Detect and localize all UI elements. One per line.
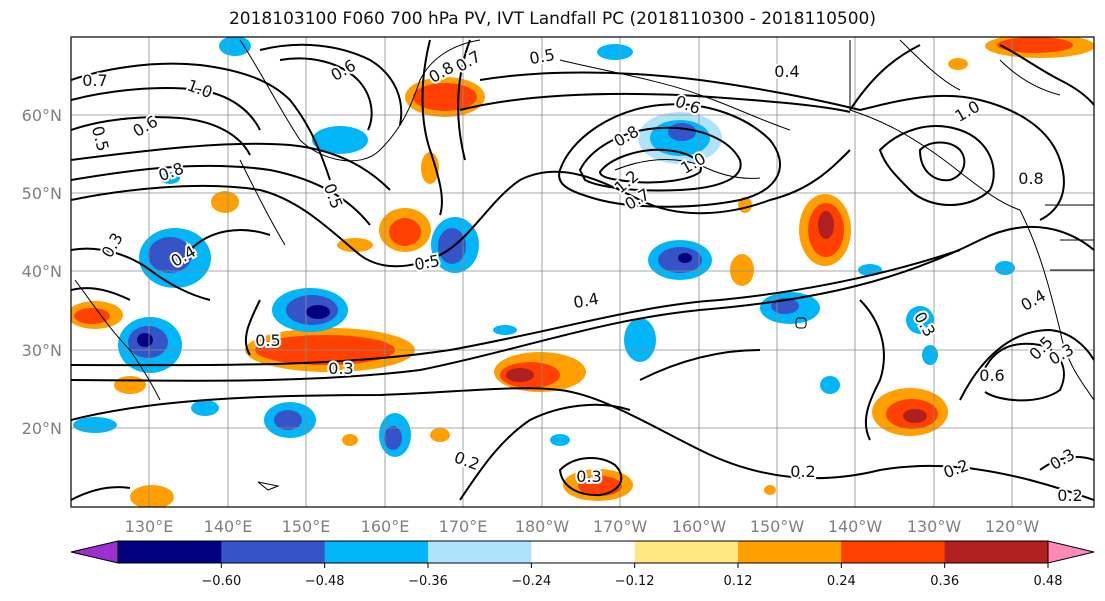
colorbar: −0.60 −0.48 −0.36 −0.24 −0.12 0.12 0.24 0.36 0.4… xyxy=(70,540,1095,589)
colorbar-segment xyxy=(221,541,326,563)
colorbar-tick-label: −0.12 xyxy=(615,574,655,589)
lon-label: 170°E xyxy=(439,517,488,536)
figure-title: 2018103100 F060 700 hPa PV, IVT Landfall… xyxy=(228,9,876,29)
colorbar-segment xyxy=(531,541,636,563)
contour-label: 0.4 xyxy=(774,62,799,81)
lon-label: 130°E xyxy=(125,517,174,536)
lon-label: 140°W xyxy=(828,517,883,536)
lon-label: 160°W xyxy=(672,517,727,536)
map-background xyxy=(71,37,1094,507)
colorbar-segment xyxy=(324,541,429,563)
pv-contours xyxy=(71,39,1094,501)
colorbar-tick-label: −0.60 xyxy=(201,574,241,589)
lon-label: 120°W xyxy=(985,517,1040,536)
lat-label: 60°N xyxy=(22,106,62,125)
colorbar-segment xyxy=(428,541,532,563)
colorbar-segment xyxy=(944,541,1049,563)
contour-label: 0.3 xyxy=(576,467,601,486)
contour-label: 0.8 xyxy=(1018,169,1043,188)
contour-label: 0.7 xyxy=(82,71,107,90)
colorbar-tick-label: −0.24 xyxy=(511,574,551,589)
longitude-labels: 130°E 140°E 150°E 160°E 170°E 180°W 170°W 160°W… xyxy=(125,517,1040,536)
contour-label: 0.5 xyxy=(255,331,280,350)
latitude-labels: 60°N 50°N 40°N 30°N 20°N xyxy=(22,106,62,438)
lon-label: 150°W xyxy=(750,517,805,536)
colorbar-tick-label: 0.24 xyxy=(827,574,856,589)
lon-label: 150°E xyxy=(282,517,331,536)
colorbar-extend-low xyxy=(70,540,119,564)
lon-label: 130°W xyxy=(907,517,962,536)
colorbar-tick-label: 0.36 xyxy=(930,574,959,589)
lon-label: 140°E xyxy=(204,517,253,536)
lat-label: 40°N xyxy=(22,262,62,281)
contour-label: 0.6 xyxy=(979,366,1004,385)
lat-label: 50°N xyxy=(22,184,62,203)
contour-label: 0.2 xyxy=(1057,486,1082,505)
colorbar-tick-label: −0.48 xyxy=(305,574,345,589)
colorbar-tick-label: 0.48 xyxy=(1034,574,1063,589)
colorbar-extend-high xyxy=(1047,540,1095,564)
graticule xyxy=(71,37,1094,507)
lon-label: 160°E xyxy=(361,517,410,536)
colorbar-segment xyxy=(738,541,842,563)
colorbar-segment xyxy=(118,541,222,563)
contour-label: 0.3 xyxy=(328,359,353,378)
colorbar-segment xyxy=(634,541,739,563)
colorbar-outline xyxy=(117,540,1049,564)
lat-label: 20°N xyxy=(22,419,62,438)
colorbar-tick-label: −0.36 xyxy=(408,574,448,589)
map-frame xyxy=(70,36,1095,508)
contour-label: 0.2 xyxy=(790,462,815,481)
colorbar-tick-label: 0.12 xyxy=(724,574,753,589)
lon-label: 180°W xyxy=(515,517,570,536)
lon-label: 170°W xyxy=(593,517,648,536)
lat-label: 30°N xyxy=(22,341,62,360)
colorbar-segment xyxy=(841,541,946,563)
